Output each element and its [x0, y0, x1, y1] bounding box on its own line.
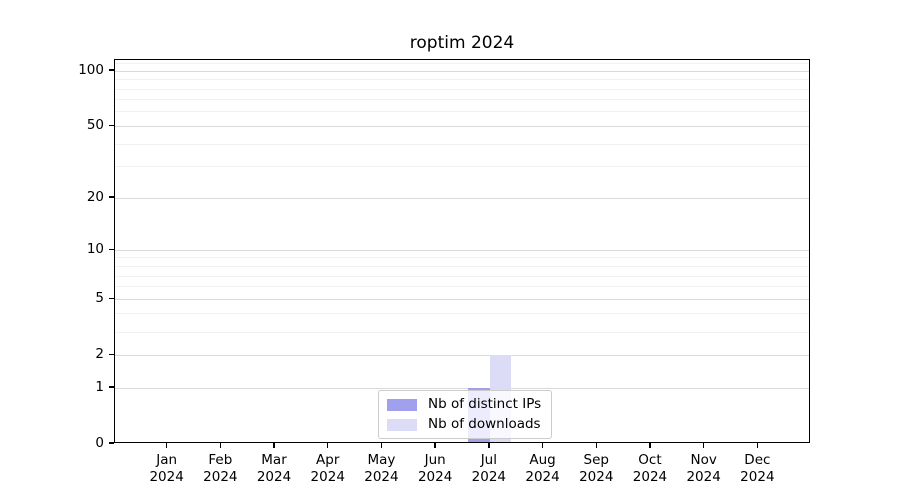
x-axis-tick-label: Nov 2024: [686, 452, 721, 485]
legend-swatch: [387, 418, 417, 431]
legend-label: Nb of downloads: [428, 416, 541, 432]
grid-line-major: [115, 354, 809, 356]
grid-line-minor: [115, 111, 809, 113]
x-axis-tick-label: Mar 2024: [256, 452, 292, 485]
grid-line-minor: [115, 331, 809, 333]
grid-line-minor: [115, 286, 809, 288]
legend-label: Nb of distinct IPs: [428, 396, 542, 412]
x-axis-tick-label: Jan 2024: [149, 452, 184, 485]
y-axis-tick: [109, 442, 114, 444]
x-axis-tick: [434, 443, 436, 448]
x-axis-tick-label: Sep 2024: [579, 452, 614, 485]
x-axis-tick-label: Oct 2024: [632, 452, 668, 485]
x-axis-tick: [380, 443, 383, 448]
grid-line-major: [115, 125, 809, 127]
x-axis-tick-label: Aug 2024: [525, 452, 560, 485]
y-axis-tick: [109, 248, 114, 251]
y-axis-tick-label: 1: [95, 379, 104, 395]
x-axis-tick-label: May 2024: [364, 452, 399, 485]
y-axis-tick-label: 50: [86, 117, 104, 134]
x-axis-tick: [649, 443, 651, 448]
legend-item: Nb of distinct IPs: [387, 397, 541, 412]
grid-line-minor: [115, 313, 809, 315]
grid-line-minor: [115, 275, 809, 277]
y-axis-tick: [109, 353, 114, 355]
y-axis-tick-label: 5: [95, 290, 104, 307]
grid-line-major: [115, 249, 809, 251]
grid-line-major: [115, 70, 809, 72]
grid-line-minor: [115, 266, 809, 267]
y-axis-tick: [109, 196, 114, 198]
x-axis-tick: [756, 443, 759, 448]
y-axis-tick-label: 10: [86, 241, 104, 258]
legend-item: Nb of downloads: [387, 417, 541, 432]
grid-line-major: [115, 197, 809, 199]
x-axis-tick: [326, 443, 329, 448]
grid-line-major: [115, 387, 809, 389]
y-axis-tick: [109, 297, 114, 299]
x-axis-tick-label: Apr 2024: [310, 452, 345, 485]
x-axis-tick: [219, 443, 222, 448]
x-axis-tick: [595, 443, 597, 448]
grid-line-minor: [115, 257, 809, 259]
grid-line-minor: [115, 166, 809, 168]
x-axis-tick: [702, 443, 705, 448]
x-axis-tick: [541, 443, 544, 448]
y-axis-tick-label: 20: [86, 189, 104, 206]
grid-line-minor: [115, 79, 809, 81]
x-axis-tick-label: Dec 2024: [740, 452, 775, 485]
grid-line-minor: [115, 88, 809, 90]
x-axis-tick-label: Jun 2024: [417, 452, 453, 485]
legend: Nb of distinct IPs Nb of downloads: [378, 390, 553, 439]
x-axis-tick-label: Jul 2024: [471, 452, 507, 485]
x-axis-tick-label: Feb 2024: [203, 452, 238, 485]
plot-area: [114, 59, 810, 443]
grid-line-minor: [115, 143, 809, 145]
chart-title: roptim 2024: [409, 33, 515, 53]
x-axis-tick: [273, 443, 275, 448]
y-axis-tick: [109, 69, 114, 71]
legend-swatch: [387, 398, 417, 411]
grid-line-major: [115, 298, 809, 300]
y-axis-tick-label: 100: [78, 62, 104, 79]
grid-line-minor: [115, 99, 809, 101]
x-axis-tick: [165, 443, 168, 448]
y-axis-tick: [109, 124, 114, 127]
y-axis-tick-label: 0: [95, 435, 104, 451]
x-axis-tick: [488, 443, 490, 448]
y-axis-tick: [109, 386, 114, 388]
y-axis-tick-label: 2: [95, 346, 104, 363]
grid-line-minor: [115, 63, 809, 65]
